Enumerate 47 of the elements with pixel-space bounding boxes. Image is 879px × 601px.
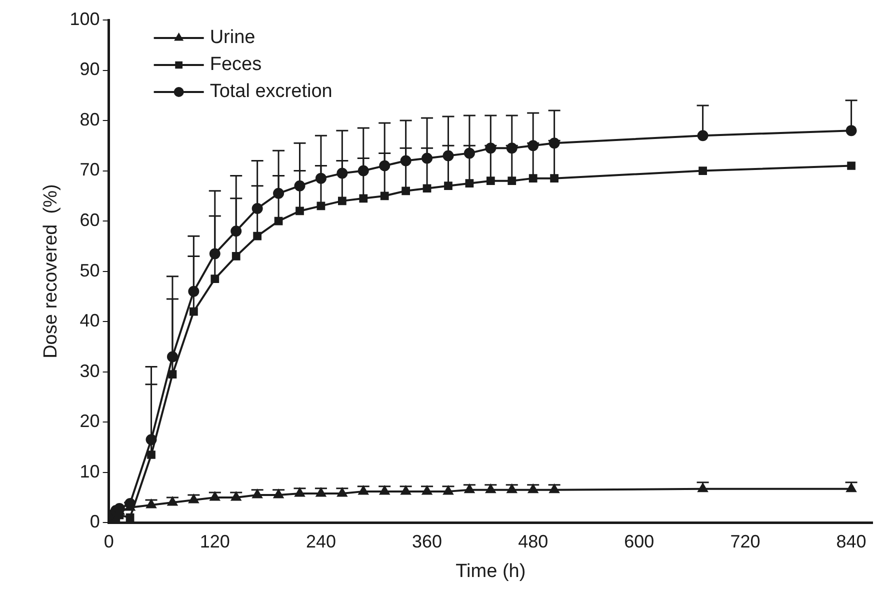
point [486,176,495,186]
point [190,307,198,316]
point [847,162,856,170]
legend-label: Urine [210,27,256,48]
y-tick-label: 70 [80,160,100,180]
point [232,252,240,260]
point [359,194,368,203]
y-tick-label: 0 [90,512,100,532]
point [338,196,346,206]
point [380,192,389,200]
y-tick-label: 90 [80,59,100,80]
point [550,174,558,182]
x-tick-label: 360 [412,531,442,552]
point [126,513,134,522]
point [465,179,474,188]
y-axis-title: Dose recovered (%) [40,184,62,358]
legend-label: Feces [210,54,262,76]
x-tick-label: 600 [624,531,654,552]
y-tick-label: 80 [80,109,100,130]
point [846,125,857,136]
y-tick-label: 10 [80,461,100,482]
point [697,130,708,142]
y-tick-label: 30 [80,360,100,381]
point [508,176,516,186]
point [402,186,410,196]
x-tick-label: 240 [306,531,336,552]
y-tick-label: 40 [80,310,100,331]
y-tick-label: 20 [80,411,100,432]
x-tick-label: 720 [730,531,760,552]
point [296,206,304,216]
x-tick-label: 0 [104,531,114,552]
point [422,184,432,193]
point [698,166,707,175]
y-tick-label: 50 [80,260,100,280]
point [146,500,156,508]
point [528,174,538,182]
y-tick-label: 100 [70,8,100,29]
x-tick-label: 480 [518,531,548,552]
point [253,232,262,240]
legend-label: Total excretion [210,81,332,102]
point [210,274,220,284]
point [444,182,452,190]
x-axis-title: Time (h) [456,560,526,582]
y-tick-label: 60 [80,210,100,230]
point [147,450,156,459]
x-tick-label: 120 [200,531,230,552]
x-tick-label: 840 [836,531,866,552]
